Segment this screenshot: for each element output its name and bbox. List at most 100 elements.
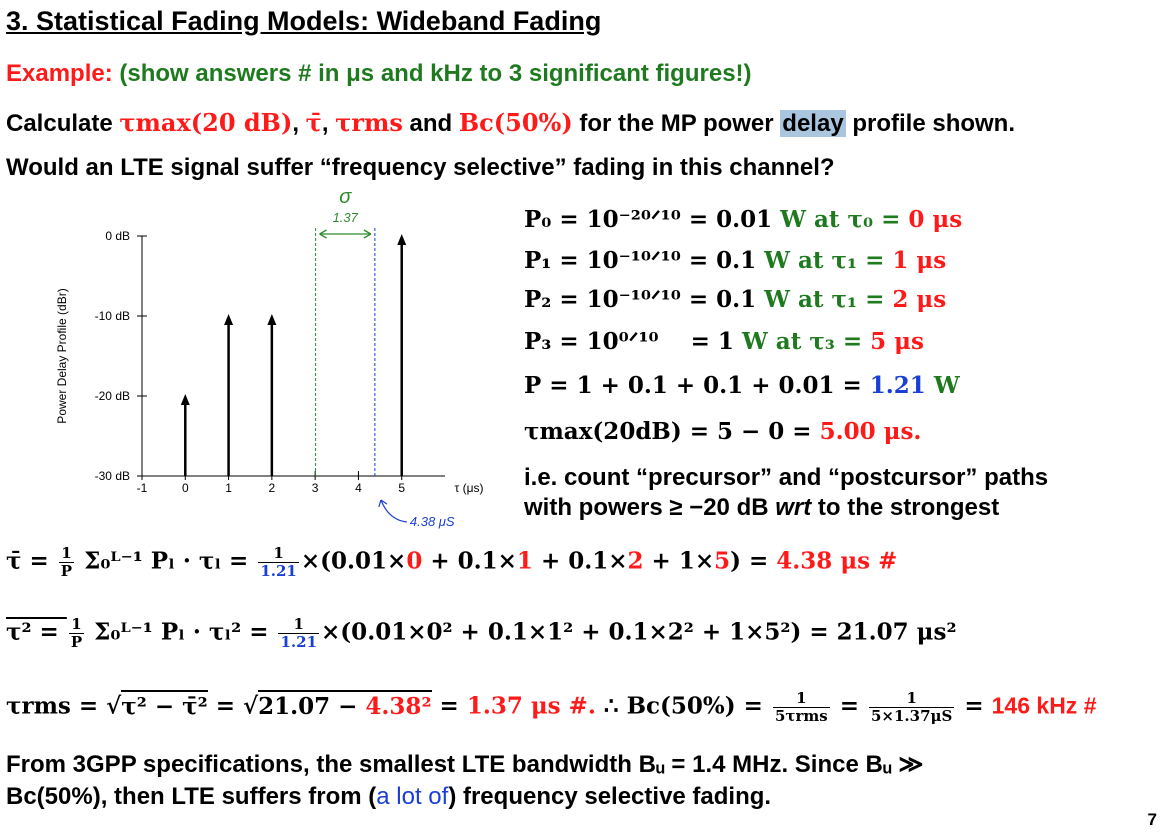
note-line-2-italic: wrt — [775, 494, 812, 521]
power-eq-2-lhs: P₂ = 10⁻¹⁰ᐟ¹⁰ = 0.1 — [524, 286, 757, 313]
x-tick-label: 0 — [182, 481, 189, 495]
x-tick-label: 2 — [269, 481, 276, 495]
question-tau-bar: τ̄ — [305, 108, 322, 137]
rms-frac-2: 1 5×1.37μS — [868, 690, 955, 725]
conclusion-line-1: From 3GPP specifications, the smallest L… — [6, 751, 924, 778]
question-line-2: Would an LTE signal suffer “frequency se… — [6, 154, 835, 181]
conclusion-line-2: Bc(50%), then LTE suffers from (a lot of… — [6, 783, 771, 811]
frac-den: P — [60, 562, 73, 580]
rms-sqrt-2: 21.07 − 4.38² — [258, 689, 432, 720]
sigma-arrow-head-right — [363, 229, 372, 239]
rms-eq-sign-4: = — [956, 692, 992, 720]
page-number: 7 — [1147, 810, 1157, 829]
total-power-unit: W — [933, 372, 960, 399]
page-title: 3. Statistical Fading Models: Wideband F… — [6, 6, 602, 36]
power-eq-0-unit: W at τ₀ = — [780, 206, 901, 233]
frac-num: 1 — [58, 545, 75, 563]
mean-v0: 0 — [406, 547, 423, 575]
stem-head-1 — [224, 314, 234, 325]
mean-v2: 2 — [627, 547, 644, 575]
power-eq-2-val: 2 μs — [892, 286, 947, 313]
stem-head-2 — [267, 314, 277, 325]
rms-lhs: τrms = — [6, 692, 107, 720]
rms-eq-sign-3: = — [831, 692, 867, 720]
example-line: Example: (show answers # in μs and kHz t… — [6, 60, 752, 88]
question-suffix-post: profile shown. — [852, 110, 1016, 137]
power-eq-3-unit: W at τ₃ = — [741, 328, 863, 355]
y-axis-label: Power Delay Profile (dBr) — [55, 288, 69, 423]
mean-body-e: ) = — [730, 547, 769, 575]
rms-eq: τrms = √τ² − τ̄² = √21.07 − 4.38² = 1.37… — [6, 689, 1097, 725]
mean-sq-lhs: τ² = — [6, 618, 67, 646]
conclusion-pre: Bc(50%), then LTE suffers from ( — [6, 783, 377, 810]
mean-sq-sum: Σ₀ᴸ⁻¹ Pₗ · τₗ² = — [94, 618, 269, 646]
question-tau-rms: τrms — [335, 108, 403, 137]
stem-head-3 — [397, 234, 407, 245]
example-label: Example: — [6, 60, 113, 87]
x-tick-label: 5 — [398, 481, 405, 495]
frac-den: 1.21 — [280, 633, 318, 651]
sigma-value-label: 1.37 — [333, 210, 359, 225]
frac-den: 5×1.37μS — [870, 707, 953, 725]
power-eq-0-val: 0 μs — [908, 206, 963, 233]
x-tick-label: 1 — [225, 481, 232, 495]
power-eq-2-unit: W at τ₁ = — [764, 286, 885, 313]
conclusion-blue: a lot of — [376, 783, 449, 810]
mean-sum: Σ₀ᴸ⁻¹ Pₗ · τₗ = — [84, 547, 249, 575]
note-line-1: i.e. count “precursor” and “postcursor” … — [524, 464, 1049, 491]
power-eq-1-lhs: P₁ = 10⁻¹⁰ᐟ¹⁰ = 0.1 — [524, 247, 757, 274]
frac-den: 1.21 — [260, 562, 297, 580]
y-tick-label: 0 dB — [105, 229, 130, 243]
frac-den: P — [70, 633, 83, 651]
example-note: (show answers # in μs and kHz to 3 signi… — [119, 60, 752, 87]
power-eq-2: P₂ = 10⁻¹⁰ᐟ¹⁰ = 0.1 W at τ₁ = 2 μs — [524, 286, 946, 313]
power-eq-3-val: 5 μs — [870, 328, 924, 355]
power-eq-1: P₁ = 10⁻¹⁰ᐟ¹⁰ = 0.1 W at τ₁ = 1 μs — [524, 247, 946, 274]
tau-max-eq: τmax(20dB) = 5 − 0 = 5.00 μs. — [524, 418, 921, 445]
y-tick-label: -10 dB — [95, 309, 130, 323]
question-tau-max: τmax(20 dB) — [119, 108, 293, 137]
rms-therefore: ∴ Bc(50%) = — [595, 692, 771, 720]
bc-result: 146 kHz # — [991, 692, 1097, 719]
mean-annotation-curve — [380, 499, 407, 523]
x-axis-label: τ (μs) — [455, 481, 484, 495]
rms-sqrt-2-a: 21.07 − — [258, 692, 366, 720]
mean-value-label: 4.38 μS — [410, 514, 455, 529]
question-line: Calculate τmax(20 dB), τ̄, τrms and Bc(5… — [6, 108, 1016, 137]
frac-num: 1 — [868, 690, 955, 708]
mean-body-a: ×(0.01× — [300, 547, 407, 575]
total-power-value: 1.21 — [869, 372, 926, 399]
power-delay-profile-chart: 0 dB -10 dB -20 dB -30 dB -1 0 1 2 3 4 5 τ (μs) Powe… — [55, 190, 484, 529]
mean-body-c: + 0.1× — [532, 547, 628, 575]
rms-sqrt-1: τ² − τ̄² — [121, 689, 208, 720]
frac-num: 1 — [68, 616, 85, 634]
mean-body-b: + 0.1× — [422, 547, 517, 575]
note-line-2-post: to the strongest — [817, 494, 1000, 521]
rms-sqrt-2-b: 4.38² — [365, 692, 432, 720]
rms-result: 1.37 μs #. — [466, 692, 596, 720]
total-power-eq: P = 1 + 0.1 + 0.1 + 0.01 = 1.21 W — [524, 372, 960, 399]
mean-frac-2: 1 1.21 — [258, 545, 299, 580]
power-eq-0: P₀ = 10⁻²⁰ᐟ¹⁰ = 0.01 W at τ₀ = 0 μs — [524, 206, 962, 233]
y-tick-label: -30 dB — [95, 469, 130, 483]
mean-lhs: τ̄ = — [6, 547, 57, 575]
note-line-2-pre: with powers ≥ −20 dB — [524, 494, 769, 521]
frac-num: 1 — [772, 690, 830, 708]
y-tick-label: -20 dB — [95, 389, 130, 403]
stem-head-0 — [180, 394, 190, 405]
total-power-lhs: P = 1 + 0.1 + 0.1 + 0.01 = — [524, 372, 862, 399]
question-bc: Bc(50%) — [458, 108, 573, 137]
note-line-2: with powers ≥ −20 dB wrt to the stronges… — [524, 494, 999, 522]
sigma-label: σ — [339, 190, 352, 208]
power-eq-3-lhs: P₃ = 10⁰ᐟ¹⁰ = 1 — [524, 328, 734, 355]
power-eq-1-val: 1 μs — [892, 247, 947, 274]
power-eq-0-lhs: P₀ = 10⁻²⁰ᐟ¹⁰ = 0.01 — [524, 206, 773, 233]
power-eq-1-unit: W at τ₁ = — [764, 247, 885, 274]
frac-num: 1 — [258, 545, 299, 563]
sigma-arrow-head-left — [319, 229, 327, 239]
mean-sq-frac-2: 1 1.21 — [278, 616, 320, 651]
mean-sq-body: ×(0.01×0² + 0.1×1² + 0.1×2² + 1×5²) = 21… — [321, 618, 957, 646]
